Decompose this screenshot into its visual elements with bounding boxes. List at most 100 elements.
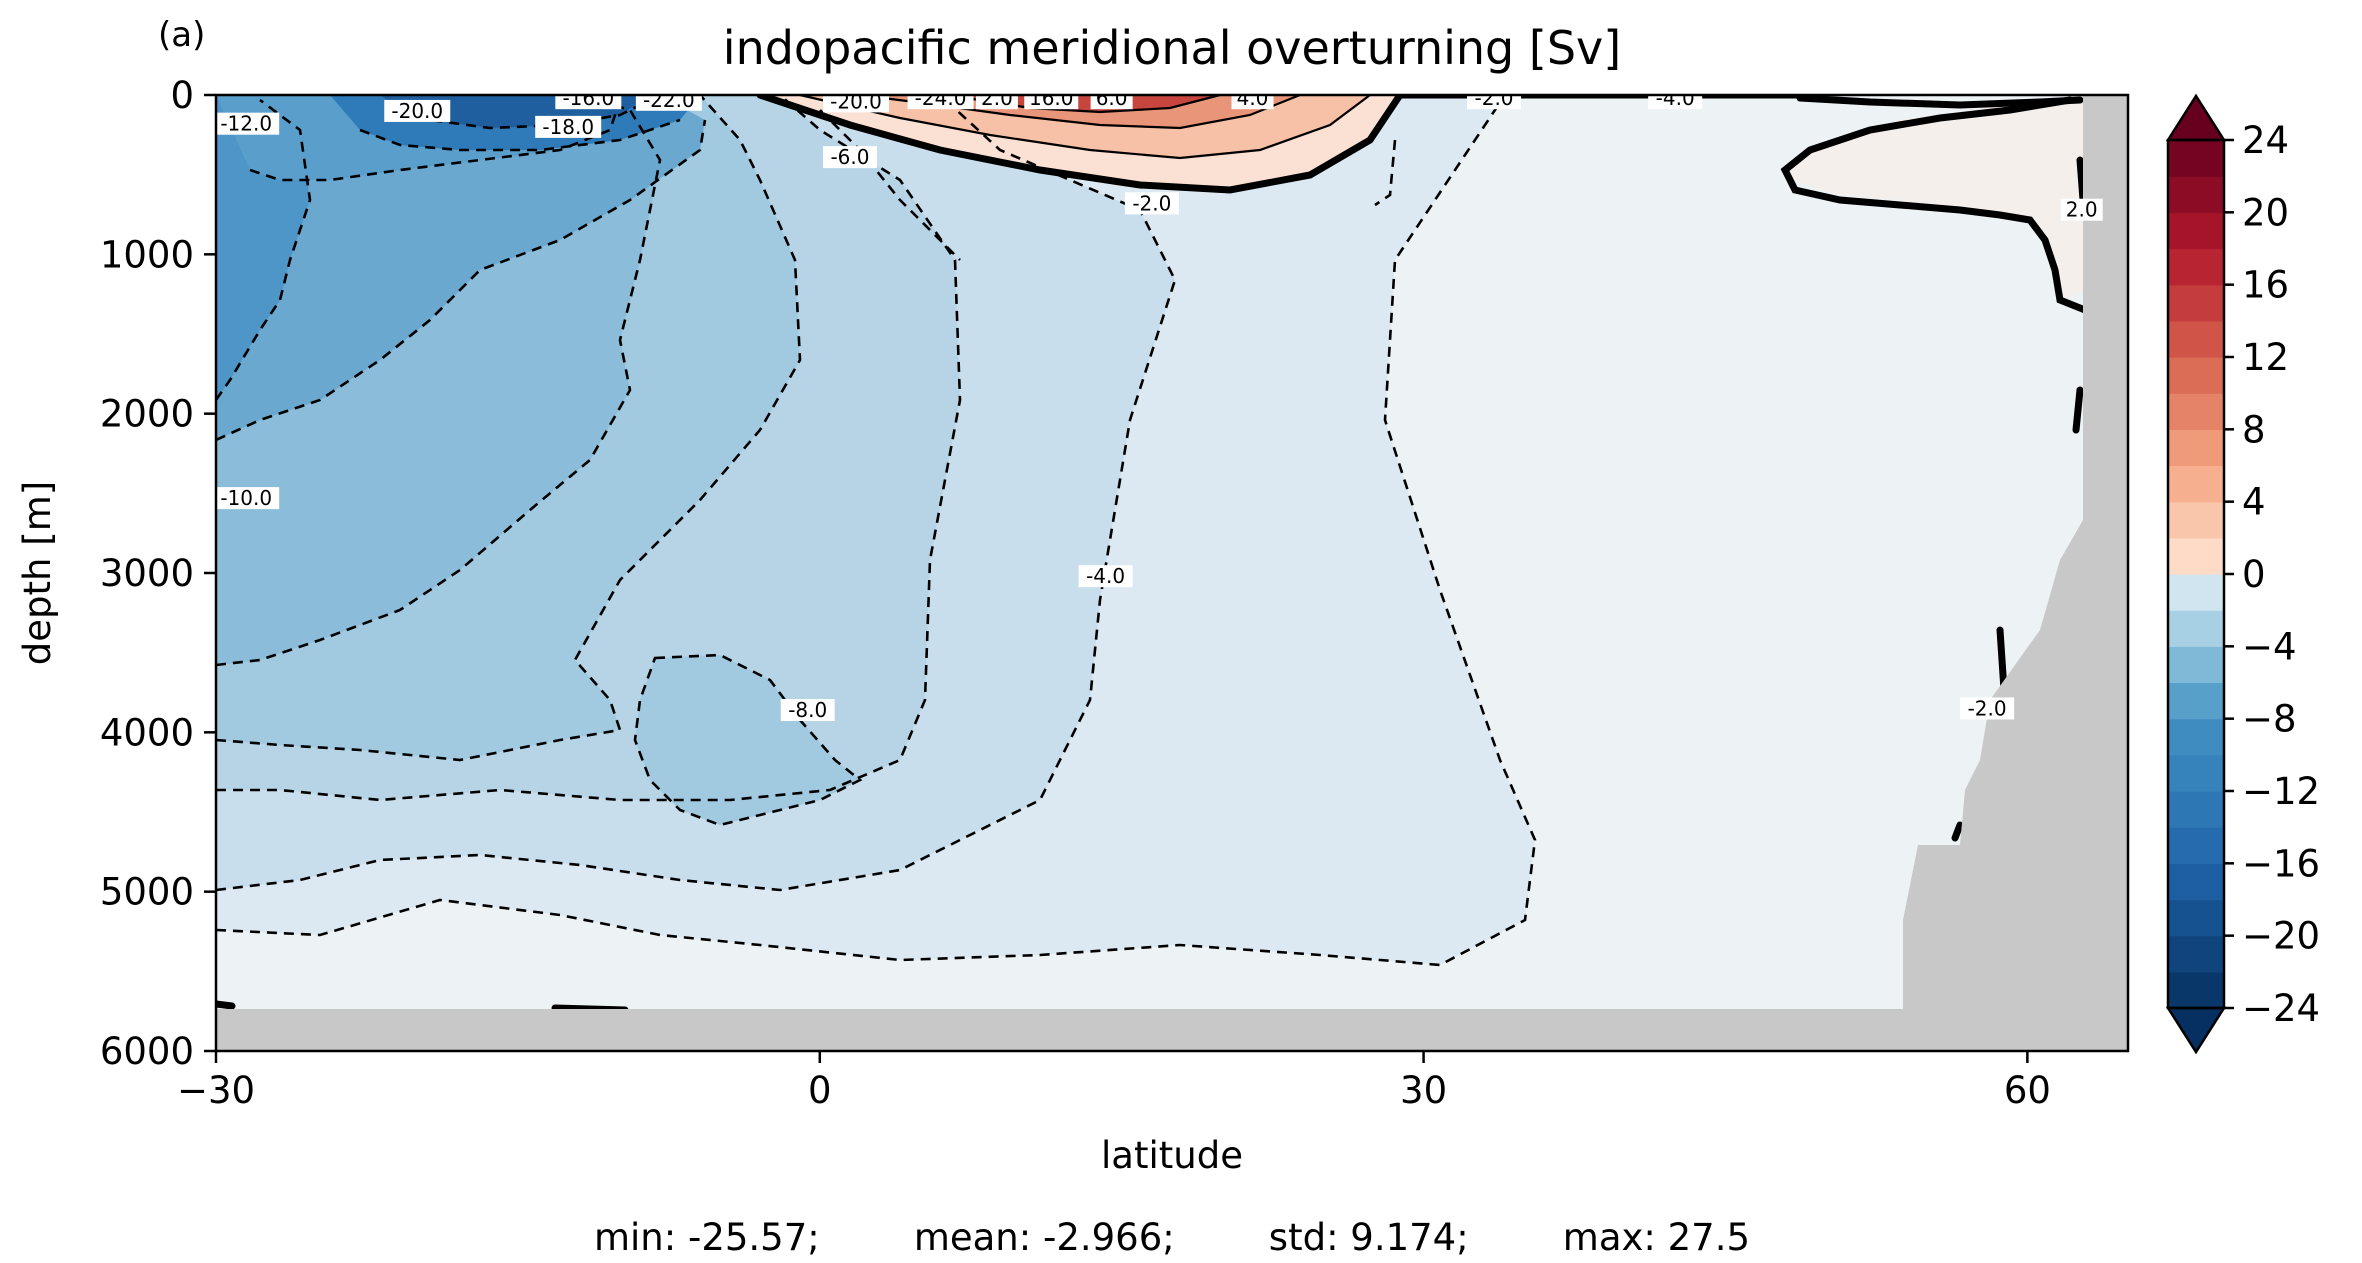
contour-label: -4.0 xyxy=(1656,86,1695,110)
colorbar: 24 20 16 12 8 4 0 −4 −8 −12 −16 −20 −24 xyxy=(2165,93,2320,1055)
contour-label: 2.0 xyxy=(2066,198,2098,222)
contour-line xyxy=(216,98,312,401)
contour-label: -4.0 xyxy=(1086,564,1125,588)
contour-zero-line xyxy=(2076,156,2087,204)
contour-label: -10.0 xyxy=(220,486,272,510)
colorbar-tick-label: −12 xyxy=(2242,770,2320,813)
contour-label-bg xyxy=(1090,95,1133,110)
y-tick-label: 1000 xyxy=(100,233,194,276)
contour-label: -8.0 xyxy=(788,698,827,722)
contour-label-bg xyxy=(975,95,1018,110)
y-tick-label: 4000 xyxy=(100,711,194,754)
contour-zero-line xyxy=(1780,96,2089,314)
y-tick-label: 0 xyxy=(170,74,194,117)
colorbar-level xyxy=(2168,429,2224,467)
contour-label: -2.0 xyxy=(1968,696,2007,720)
contour-label: -6.0 xyxy=(830,145,869,169)
y-axis: 0 1000 2000 3000 4000 5000 6000 xyxy=(100,74,216,1073)
colorbar-level xyxy=(2168,212,2224,250)
colorbar-tick-label: 20 xyxy=(2242,191,2289,234)
contour-line xyxy=(216,95,1537,967)
contour-labels: -12.0 -20.0 -18.0 -16.0 -22.0 -20.0 -24.0 2.0 16… xyxy=(216,86,2103,722)
field-band-minus-12 xyxy=(216,95,705,440)
x-axis: −30 0 30 60 xyxy=(177,1051,2051,1112)
colorbar-level xyxy=(2168,248,2224,286)
colorbar-level xyxy=(2168,537,2224,575)
colorbar-level xyxy=(2168,140,2224,177)
colorbar-level xyxy=(2168,899,2224,937)
colorbar-level xyxy=(2168,320,2224,358)
contour-label-bg xyxy=(1467,95,1522,110)
contour-label-bg xyxy=(216,112,280,135)
chart-title: indopacific meridional overturning [Sv] xyxy=(723,21,1621,75)
contour-line xyxy=(249,99,622,182)
colorbar-level xyxy=(2168,682,2224,720)
contour-label-bg xyxy=(1024,95,1079,110)
contour-zero-line xyxy=(756,95,1404,194)
contour-label-bg xyxy=(535,115,602,138)
contour-label: -2.0 xyxy=(1475,86,1514,110)
contour-label-bg xyxy=(555,95,622,110)
colorbar-level xyxy=(2168,284,2224,322)
contour-label: 4.0 xyxy=(1237,86,1269,110)
colorbar-level xyxy=(2168,574,2224,611)
contour-label-bg xyxy=(384,99,451,122)
contours-zero xyxy=(216,95,2089,1014)
colorbar-tick-label: −20 xyxy=(2242,915,2320,958)
x-axis-label: latitude xyxy=(1101,1134,1243,1177)
field-positive-north xyxy=(1790,98,2090,300)
contour-label-bg xyxy=(823,95,890,113)
contour-zero-line xyxy=(216,1000,236,1010)
contour-label: -24.0 xyxy=(915,86,967,110)
y-tick-label: 2000 xyxy=(100,393,194,436)
y-tick-label: 6000 xyxy=(100,1030,194,1073)
y-tick-label: 5000 xyxy=(100,871,194,914)
colorbar-level xyxy=(2168,465,2224,503)
contour-zero-line xyxy=(1951,821,1964,842)
contour-label-bg xyxy=(2060,198,2103,221)
contour-label-bg xyxy=(1078,565,1133,588)
contour-line xyxy=(819,109,961,261)
colorbar-tick-label: 16 xyxy=(2242,264,2289,307)
contour-zero-line xyxy=(1996,626,2008,694)
contour-label: -20.0 xyxy=(830,89,882,113)
colorbar-tick-label: −16 xyxy=(2242,842,2320,885)
colorbar-tick-label: −4 xyxy=(2242,625,2297,668)
colorbar-tick-label: 24 xyxy=(2242,119,2289,162)
land-mask xyxy=(216,95,2128,1051)
colorbar-tick-label: 8 xyxy=(2242,408,2266,451)
contour-label: -16.0 xyxy=(562,86,614,110)
contour-line xyxy=(216,95,802,762)
colorbar-tick-label: 0 xyxy=(2242,553,2266,596)
colorbar-level xyxy=(2168,357,2224,394)
contour-label-bg xyxy=(780,699,835,722)
y-tick-label: 3000 xyxy=(100,552,194,595)
colorbar-level xyxy=(2168,754,2224,792)
contour-line xyxy=(359,118,681,152)
colorbar-level xyxy=(2168,791,2224,828)
colorbar-tick-label: 12 xyxy=(2242,336,2289,379)
contour-line xyxy=(216,95,662,667)
contour-label-bg xyxy=(1124,192,1179,215)
contour-label: -18.0 xyxy=(542,115,594,139)
colorbar-level xyxy=(2168,501,2224,539)
contour-line xyxy=(216,119,707,442)
contour-line xyxy=(216,95,1177,892)
colorbar-level xyxy=(2168,610,2224,647)
contour-line xyxy=(1374,139,1397,207)
colorbar-level xyxy=(2168,646,2224,684)
stats-line: min: -25.57; mean: -2.966; std: 9.174; m… xyxy=(594,1216,1750,1259)
colorbar-level xyxy=(2168,718,2224,756)
contour-label: -2.0 xyxy=(1132,191,1171,215)
contour-zero-line xyxy=(2072,386,2084,434)
x-tick-label: 60 xyxy=(2004,1069,2051,1112)
y-axis-label: depth [m] xyxy=(16,481,59,665)
colorbar-tick-label: 4 xyxy=(2242,481,2266,524)
colorbar-level xyxy=(2168,935,2224,973)
contour-label: 6.0 xyxy=(1096,86,1128,110)
contour-line xyxy=(799,95,1371,160)
contour-line xyxy=(216,95,962,802)
colorbar-level xyxy=(2168,863,2224,901)
contour-label-bg xyxy=(907,95,974,110)
